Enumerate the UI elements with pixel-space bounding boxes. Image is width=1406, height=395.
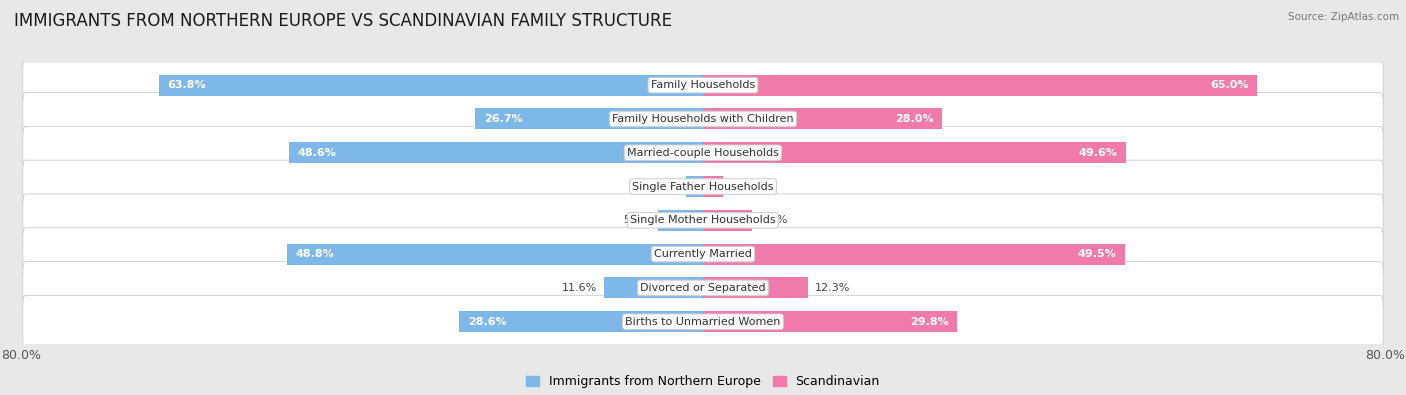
Text: Married-couple Households: Married-couple Households — [627, 148, 779, 158]
Bar — [287, 244, 703, 265]
Text: Currently Married: Currently Married — [654, 249, 752, 259]
Bar — [703, 176, 724, 197]
Text: Single Mother Households: Single Mother Households — [630, 215, 776, 225]
Text: 49.6%: 49.6% — [1078, 148, 1118, 158]
Text: 48.8%: 48.8% — [295, 249, 335, 259]
FancyBboxPatch shape — [22, 126, 1384, 179]
Text: 28.6%: 28.6% — [468, 317, 506, 327]
Bar — [703, 210, 752, 231]
FancyBboxPatch shape — [22, 59, 1384, 111]
FancyBboxPatch shape — [22, 261, 1384, 314]
Text: 63.8%: 63.8% — [167, 80, 207, 90]
Text: 49.5%: 49.5% — [1077, 249, 1116, 259]
Text: 11.6%: 11.6% — [562, 283, 598, 293]
Legend: Immigrants from Northern Europe, Scandinavian: Immigrants from Northern Europe, Scandin… — [522, 371, 884, 393]
Text: 29.8%: 29.8% — [910, 317, 949, 327]
Text: 2.0%: 2.0% — [651, 182, 679, 192]
Bar — [605, 277, 703, 298]
FancyBboxPatch shape — [22, 92, 1384, 145]
Bar — [703, 109, 942, 130]
Text: 26.7%: 26.7% — [484, 114, 523, 124]
Bar — [703, 244, 1125, 265]
Text: Family Households: Family Households — [651, 80, 755, 90]
Bar — [475, 109, 703, 130]
Bar — [703, 75, 1257, 96]
Bar — [703, 277, 808, 298]
Bar — [686, 176, 703, 197]
Bar — [703, 311, 957, 332]
Bar — [288, 142, 703, 163]
FancyBboxPatch shape — [22, 160, 1384, 213]
FancyBboxPatch shape — [22, 228, 1384, 280]
Text: 5.3%: 5.3% — [623, 215, 651, 225]
Text: 48.6%: 48.6% — [297, 148, 336, 158]
Text: Family Households with Children: Family Households with Children — [612, 114, 794, 124]
Bar — [159, 75, 703, 96]
Text: Divorced or Separated: Divorced or Separated — [640, 283, 766, 293]
Text: 2.4%: 2.4% — [730, 182, 759, 192]
Text: Source: ZipAtlas.com: Source: ZipAtlas.com — [1288, 12, 1399, 22]
FancyBboxPatch shape — [22, 295, 1384, 348]
Text: 12.3%: 12.3% — [814, 283, 851, 293]
Text: Births to Unmarried Women: Births to Unmarried Women — [626, 317, 780, 327]
Text: IMMIGRANTS FROM NORTHERN EUROPE VS SCANDINAVIAN FAMILY STRUCTURE: IMMIGRANTS FROM NORTHERN EUROPE VS SCAND… — [14, 12, 672, 30]
Text: Single Father Households: Single Father Households — [633, 182, 773, 192]
Bar — [658, 210, 703, 231]
Text: 28.0%: 28.0% — [894, 114, 934, 124]
FancyBboxPatch shape — [22, 194, 1384, 246]
Bar — [460, 311, 703, 332]
Text: 5.8%: 5.8% — [759, 215, 787, 225]
Bar — [703, 142, 1126, 163]
Text: 65.0%: 65.0% — [1211, 80, 1249, 90]
